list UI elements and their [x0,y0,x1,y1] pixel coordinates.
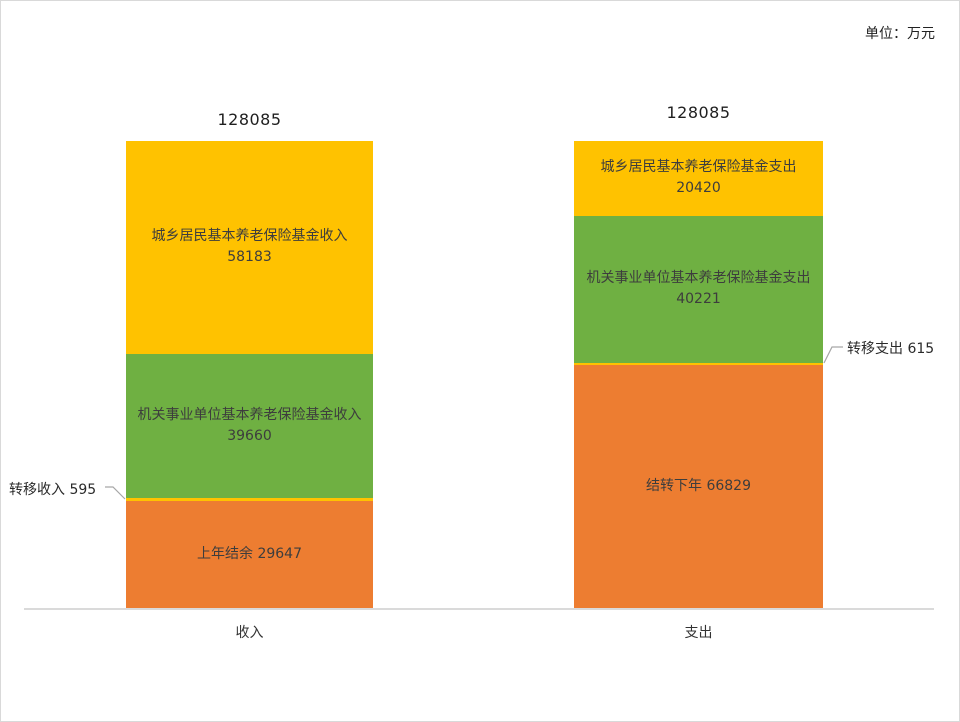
bar-segment: 城乡居民基本养老保险基金支出 20420 [574,141,823,216]
bar-segment: 城乡居民基本养老保险基金收入 58183 [126,141,373,354]
leader-line-expense [823,346,843,364]
stacked-bar-income: 城乡居民基本养老保险基金收入 58183 机关事业单位基本养老保险基金收入 39660… [126,141,373,609]
unit-label: 单位：万元 [865,26,935,42]
segment-value: 40221 [676,291,721,308]
bar-segment: 机关事业单位基本养老保险基金收入 39660 [126,353,373,499]
segment-label: 上年结余 29647 [197,546,302,563]
bar-segment: 上年结余 29647 [126,500,373,609]
bar-segment: 结转下年 66829 [574,364,823,609]
segment-value: 39660 [227,428,272,445]
x-axis-line [24,608,934,610]
total-label-expense: 128085 [666,103,731,122]
segment-label: 城乡居民基本养老保险基金支出 [600,159,797,176]
annotation-transfer-income: 转移收入 595 [9,482,97,498]
stacked-bar-expense: 城乡居民基本养老保险基金支出 20420 机关事业单位基本养老保险基金支出 40221… [574,141,823,609]
segment-label: 城乡居民基本养老保险基金收入 [151,228,348,245]
segment-label: 结转下年 66829 [646,478,751,495]
segment-label: 机关事业单位基本养老保险基金支出 [586,270,811,287]
bar-segment: 机关事业单位基本养老保险基金支出 40221 [574,215,823,363]
annotation-transfer-expense: 转移支出 615 [847,341,935,357]
total-label-income: 128085 [217,110,282,129]
leader-line-income [105,486,126,500]
category-label-expense: 支出 [684,625,713,641]
segment-value: 58183 [227,249,272,266]
bar-segment [574,362,823,365]
category-label-income: 收入 [235,625,264,641]
segment-value: 20420 [676,180,721,197]
bar-segment [126,498,373,501]
segment-label: 机关事业单位基本养老保险基金收入 [137,407,362,424]
